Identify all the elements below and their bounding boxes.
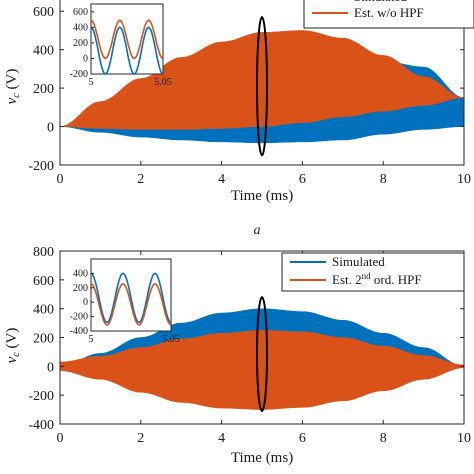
legend: Simulated Est. 2nd ord. HPF: [281, 252, 465, 292]
inset-x-tick-label: 5.05: [162, 334, 180, 345]
x-tick-label: 4: [218, 431, 225, 446]
legend-label-superscript: nd: [362, 271, 372, 281]
x-tick-label: 10: [457, 172, 471, 187]
inset-y-tick-label: -400: [70, 326, 88, 337]
legend-label-estimated: Est. 2nd ord. HPF: [332, 271, 422, 287]
inset-y-tick-label: -200: [70, 312, 88, 323]
axes-box: [59, 0, 465, 166]
inset-y-tick-label: 200: [73, 38, 88, 49]
x-axis-label: Time (ms): [231, 450, 293, 466]
zoom-marker-ellipse: [256, 296, 268, 413]
legend-label-part: Est. 2: [332, 272, 362, 287]
x-tick-label: 2: [137, 431, 144, 446]
y-axis-label-subscript: c: [11, 352, 22, 357]
legend-box: [281, 252, 465, 292]
y-axis-label-unit: (V): [4, 328, 20, 353]
y-tick-label: 400: [33, 44, 54, 59]
y-axis-label: vc (V): [4, 69, 22, 105]
plot-area: [60, 30, 464, 144]
inset-chart: -200 0 200 400 600 5 5.05: [70, 3, 172, 88]
y-tick-label: 600: [33, 274, 54, 289]
inset-y-tick-label: -200: [70, 69, 88, 80]
inset-chart: -400 -200 0 200 400 5 5.05: [70, 258, 180, 345]
x-tick-label: 6: [299, 431, 306, 446]
series-band-estimated: [60, 330, 464, 410]
chart-panel-2: 0 2 4 6 8 10 -400 -200 0 200 400 600 800 Time (ms) vc …: [4, 245, 471, 466]
zoom-marker-ellipse: [256, 15, 268, 157]
plot-area: [60, 308, 464, 410]
y-tick-label: -200: [28, 389, 54, 404]
legend-label-part: ord. HPF: [371, 272, 422, 287]
inset-x-tick-label: 5.05: [154, 77, 172, 88]
y-axis-label-unit: (V): [4, 69, 20, 94]
y-axis-label-symbol: v: [4, 97, 20, 104]
y-axis-label-subscript: c: [11, 93, 22, 98]
y-tick-label: -200: [28, 159, 54, 174]
inset-y-tick-label: 400: [73, 268, 88, 279]
inset-y-tick-label: 0: [83, 297, 88, 308]
y-tick-label: 200: [33, 332, 54, 347]
y-tick-label: 400: [33, 303, 54, 318]
y-axis-label-symbol: v: [4, 356, 20, 363]
y-tick-label: 200: [33, 82, 54, 97]
x-tick-label: 0: [57, 172, 64, 187]
inset-series-estimated: [90, 282, 172, 326]
inset-x-tick-label: 5: [89, 77, 94, 88]
legend-label-simulated: Simulated: [332, 254, 385, 269]
y-axis-label: vc (V): [4, 328, 22, 364]
x-axis-label: Time (ms): [231, 188, 293, 204]
legend-label-simulated: Simulated: [354, 0, 407, 4]
y-tick-label: -400: [28, 418, 54, 433]
inset-x-tick-label: 5: [89, 334, 94, 345]
x-tick-label: 6: [299, 172, 306, 187]
inset-y-tick-label: 400: [73, 22, 88, 33]
series-band-estimated: [60, 30, 464, 130]
inset-series-estimated: [90, 19, 164, 60]
x-tick-label: 8: [380, 431, 387, 446]
inset-y-tick-label: 600: [73, 7, 88, 18]
x-tick-label: 2: [137, 172, 144, 187]
panel-label: a: [254, 223, 261, 238]
inset-y-tick-label: 0: [83, 53, 88, 64]
inset-y-tick-label: 200: [73, 283, 88, 294]
y-tick-label: 0: [47, 121, 54, 136]
inset-series-simulated: [90, 272, 172, 324]
x-tick-label: 0: [57, 431, 64, 446]
x-tick-label: 4: [218, 172, 225, 187]
y-tick-label: 0: [47, 360, 54, 375]
y-tick-label: 600: [33, 5, 54, 20]
legend-label-estimated: Est. w/o HPF: [354, 5, 424, 20]
x-tick-label: 10: [457, 431, 471, 446]
x-tick-label: 8: [380, 172, 387, 187]
inset-series-simulated: [90, 26, 164, 75]
y-tick-label: 800: [33, 245, 54, 260]
